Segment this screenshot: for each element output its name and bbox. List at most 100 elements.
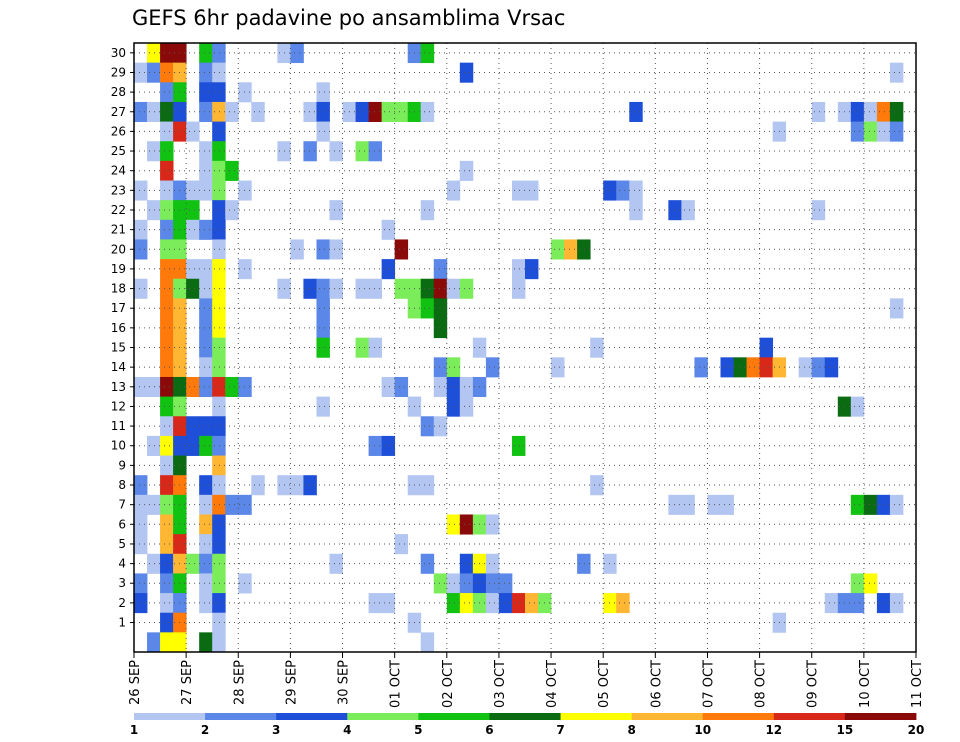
color-bar-label: 10 (694, 723, 711, 737)
heatmap-cell (446, 514, 461, 535)
color-bar-segment (347, 713, 419, 720)
y-tick-label: 29 (111, 65, 126, 79)
heatmap-cell (616, 593, 630, 614)
heatmap-cell (212, 298, 226, 319)
heatmap-cell (212, 141, 226, 162)
heatmap-cell (316, 278, 330, 299)
heatmap-cell (629, 200, 643, 221)
x-tick-label: 02 OCT (441, 660, 456, 708)
heatmap-cell (368, 101, 383, 122)
heatmap-cell (863, 101, 878, 122)
heatmap-cell (446, 396, 461, 417)
heatmap-cell (199, 43, 213, 64)
heatmap-cell (511, 259, 526, 280)
heatmap-cell (186, 435, 200, 456)
color-bar-segment (773, 713, 846, 720)
heatmap-cell (720, 357, 734, 378)
heatmap-cell (212, 180, 226, 201)
heatmap-cell (863, 121, 878, 142)
x-tick-label: 27 SEP (180, 660, 195, 705)
heatmap-cell (186, 180, 200, 201)
heatmap-cell (147, 553, 161, 574)
heatmap-cell (212, 494, 226, 515)
color-bar-label: 15 (837, 723, 854, 737)
heatmap-cell (212, 573, 226, 594)
y-tick-label: 26 (111, 124, 126, 138)
color-bar: 1 2 3 4 5 6 7 8 10 12 15 20 (130, 713, 924, 737)
heatmap-cell (720, 494, 734, 515)
x-tick-label: 28 SEP (232, 660, 247, 705)
heatmap-cell (160, 82, 174, 103)
x-tick-label: 11 OCT (910, 660, 925, 708)
x-tick-label: 09 OCT (806, 660, 821, 708)
heatmap-cell (160, 553, 174, 574)
y-axis: 1234567891011121314151617181920212223242… (111, 46, 134, 630)
heatmap-cell (355, 278, 369, 299)
y-tick-label: 18 (111, 282, 126, 296)
heatmap-cell (212, 219, 226, 240)
heatmap-cell (251, 101, 265, 122)
y-tick-label: 30 (111, 46, 126, 60)
heatmap-cell (160, 259, 174, 280)
heatmap-cell (212, 337, 226, 358)
heatmap-cell (147, 632, 161, 653)
heatmap-cell (381, 219, 396, 240)
heatmap-cell (212, 62, 226, 83)
heatmap-cell (160, 219, 174, 240)
heatmap-cell (459, 553, 474, 574)
y-tick-label: 7 (118, 498, 126, 512)
y-tick-label: 12 (111, 399, 126, 413)
heatmap-cell (160, 632, 174, 653)
color-bar-label: 6 (485, 723, 493, 737)
heatmap-cell (212, 593, 226, 614)
heatmap-cell (381, 593, 396, 614)
heatmap-cell (694, 357, 708, 378)
x-tick-label: 04 OCT (545, 660, 560, 708)
heatmap-cell (212, 43, 226, 64)
heatmap-cell (394, 278, 409, 299)
heatmap-cell (186, 416, 200, 437)
y-tick-label: 25 (111, 144, 126, 158)
heatmap-cell (290, 239, 304, 260)
heatmap-cell (459, 62, 474, 83)
heatmap-cell (186, 278, 200, 299)
heatmap-cell (147, 62, 161, 83)
heatmap-cell (199, 278, 213, 299)
heatmap-cell (134, 475, 148, 496)
heatmap-cell (368, 278, 383, 299)
heatmap-cell (329, 278, 343, 299)
heatmap-cell (329, 239, 343, 260)
heatmap-cell (681, 494, 695, 515)
heatmap-cell (577, 553, 591, 574)
heatmap-cell (889, 593, 904, 614)
heatmap-cell (173, 632, 187, 653)
heatmap-cell (420, 200, 435, 221)
heatmap-cell (446, 593, 461, 614)
heatmap-cell (160, 43, 174, 64)
heatmap-cell (199, 160, 213, 181)
heatmap-cell (368, 435, 383, 456)
color-bar-label: 4 (343, 723, 351, 737)
heatmap-cell (329, 141, 343, 162)
y-tick-label: 14 (111, 360, 126, 374)
heatmap-cell (199, 337, 213, 358)
y-tick-label: 24 (111, 164, 126, 178)
heatmap-cell (147, 141, 161, 162)
heatmap-cell (225, 200, 239, 221)
color-bar-segment (489, 713, 561, 720)
color-bar-label: 2 (201, 723, 209, 737)
y-tick-label: 17 (111, 301, 126, 315)
y-tick-label: 16 (111, 321, 126, 335)
heatmap-cell (134, 376, 148, 398)
heatmap-cell (316, 396, 330, 417)
heatmap-cell (212, 396, 226, 417)
y-tick-label: 10 (111, 439, 126, 453)
heatmap-cell (459, 593, 474, 614)
heatmap-cell (212, 121, 226, 142)
heatmap-cell (199, 632, 213, 653)
heatmap-cell (316, 337, 330, 358)
heatmap-cell (186, 219, 200, 240)
heatmap-cell (134, 180, 148, 201)
heatmap-cell (160, 141, 174, 162)
y-tick-label: 22 (111, 203, 126, 217)
